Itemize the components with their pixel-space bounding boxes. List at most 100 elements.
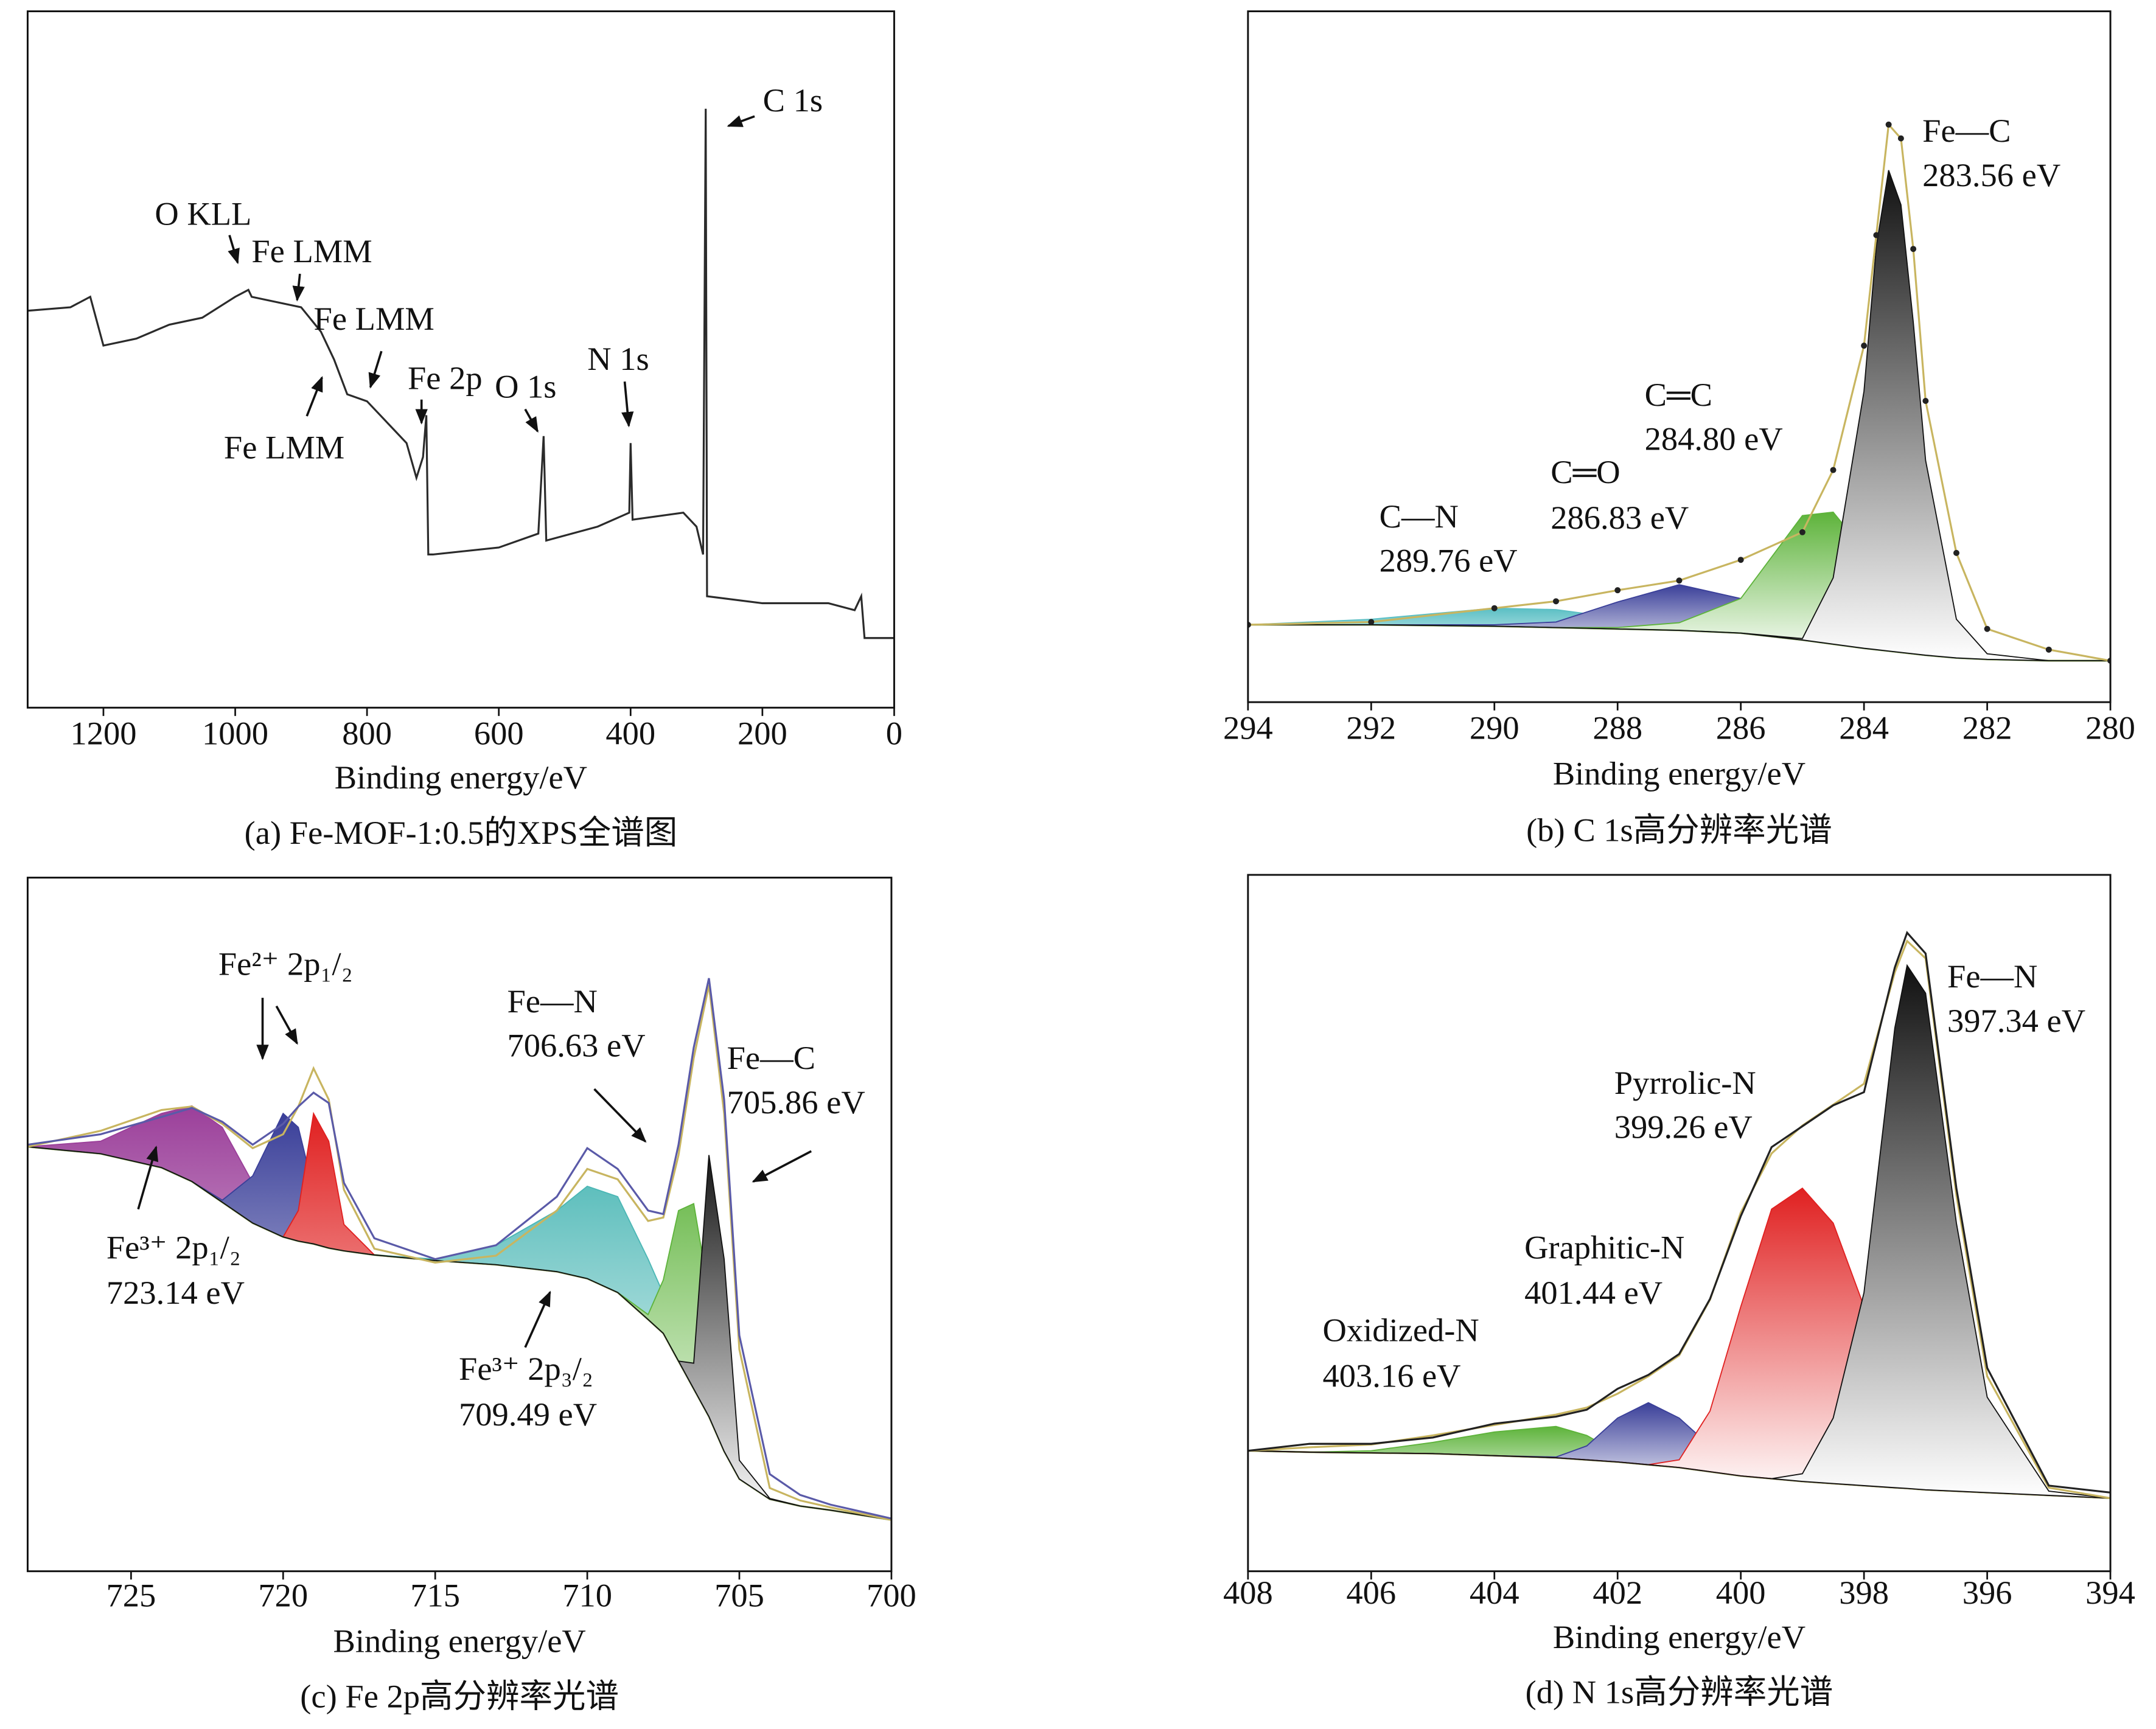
- annotation: 289.76 eV: [1380, 542, 1518, 579]
- peak-area: [27, 1112, 891, 1521]
- x-tick-label: 400: [1716, 1574, 1766, 1611]
- annotation: 286.83 eV: [1551, 499, 1689, 536]
- annotation-arrow: [137, 1146, 159, 1210]
- annotation-arrow: [524, 1290, 551, 1348]
- x-tick-label: 396: [1962, 1574, 2012, 1611]
- annotation-arrow: [292, 273, 305, 302]
- x-tick-label: 720: [258, 1577, 308, 1614]
- annotation-arrow: [524, 408, 539, 433]
- data-point: [1491, 605, 1498, 611]
- annotation-arrow: [368, 350, 383, 389]
- x-tick-label: 800: [342, 714, 392, 751]
- x-tick-label: 710: [562, 1577, 612, 1614]
- annotation: Oxidized-N: [1322, 1312, 1479, 1349]
- annotation: Fe 2p: [408, 360, 483, 397]
- x-tick-label: 1200: [70, 714, 136, 751]
- caption: (b) C 1s高分辨率光谱: [1526, 811, 1832, 848]
- plot-area: [1247, 121, 2111, 664]
- plot-frame: [26, 877, 893, 1573]
- x-axis-label: Binding energy/eV: [1553, 754, 1805, 791]
- x-tick-label: 400: [605, 714, 655, 751]
- annotation: 723.14 eV: [106, 1274, 245, 1311]
- x-tick-label: 394: [2085, 1574, 2135, 1611]
- x-tick-label: 705: [714, 1577, 764, 1614]
- peak-area: [27, 1105, 891, 1521]
- plot-area: [1247, 930, 2111, 1500]
- x-tick-label: 700: [867, 1577, 916, 1614]
- peak-area: [1247, 170, 2111, 661]
- x-tick-label: 1000: [202, 714, 268, 751]
- annotation: Fe²⁺ 2p₁/₂: [218, 945, 353, 983]
- x-tick-label: 282: [1962, 709, 2012, 746]
- x-tick-label: 404: [1470, 1574, 1519, 1611]
- annotation: N 1s: [587, 340, 649, 377]
- x-axis-label: Binding energy/eV: [333, 1623, 586, 1660]
- data-point: [1885, 121, 1892, 128]
- x-tick-label: 725: [106, 1577, 156, 1614]
- annotation: Fe LMM: [224, 428, 344, 465]
- peak-area: [27, 1146, 891, 1521]
- x-tick-label: 406: [1346, 1574, 1396, 1611]
- annotation: Pyrrolic-N: [1614, 1064, 1756, 1101]
- annotation: Fe LMM: [314, 300, 434, 337]
- data-point: [1614, 587, 1621, 594]
- annotation: O KLL: [155, 195, 251, 232]
- peak-area: [27, 1112, 891, 1521]
- annotation: Fe—N: [1947, 958, 2037, 995]
- data-point: [1873, 232, 1880, 238]
- caption: (d) N 1s高分辨率光谱: [1526, 1674, 1833, 1711]
- annotation: 284.80 eV: [1645, 420, 1783, 457]
- annotation-arrow: [727, 115, 755, 127]
- data-point: [1830, 467, 1837, 473]
- data-point: [1984, 625, 1990, 632]
- annotation: 705.86 eV: [727, 1084, 865, 1121]
- annotation: 399.26 eV: [1614, 1108, 1753, 1146]
- x-axis-label: Binding energy/eV: [335, 759, 587, 796]
- annotation: Fe LMM: [251, 232, 372, 270]
- annotation: 709.49 eV: [459, 1396, 597, 1433]
- peak-area: [1247, 964, 2111, 1499]
- x-tick-label: 398: [1839, 1574, 1889, 1611]
- annotation-arrow: [752, 1150, 812, 1183]
- x-tick-label: 408: [1223, 1574, 1273, 1611]
- peak-area: [27, 1146, 891, 1521]
- plot-frame: [1247, 10, 2112, 703]
- data-point: [1922, 398, 1929, 405]
- data-point: [1861, 343, 1868, 349]
- annotation-arrow: [305, 376, 323, 417]
- annotation: Fe—N: [508, 983, 598, 1020]
- annotation: 401.44 eV: [1524, 1274, 1662, 1311]
- x-axis-label: Binding energy/eV: [1553, 1618, 1805, 1655]
- data-point: [2045, 646, 2052, 653]
- annotation-arrow: [593, 1088, 647, 1143]
- spectrum-line: [27, 1146, 891, 1521]
- spectrum-line: [27, 978, 891, 1520]
- x-tick-label: 290: [1470, 709, 1519, 746]
- data-point: [1953, 549, 1959, 556]
- annotation: O 1s: [495, 367, 556, 405]
- annotation: Graphitic-N: [1524, 1228, 1684, 1265]
- data-point: [1368, 619, 1375, 625]
- plot-area: [27, 978, 891, 1521]
- x-tick-label: 715: [410, 1577, 460, 1614]
- x-tick-label: 600: [474, 714, 524, 751]
- annotation: 706.63 eV: [508, 1027, 646, 1064]
- annotation: C═C: [1645, 376, 1712, 413]
- plot-area: [27, 108, 895, 639]
- annotation: Fe³⁺ 2p₃/₂: [459, 1350, 593, 1387]
- data-point: [1897, 135, 1904, 142]
- peak-area: [27, 1146, 891, 1521]
- annotation: C═O: [1551, 453, 1620, 490]
- annotation: Fe—C: [1922, 112, 2011, 149]
- caption: (c) Fe 2p高分辨率光谱: [300, 1677, 619, 1714]
- x-tick-label: 284: [1839, 709, 1889, 746]
- data-point: [1737, 557, 1744, 563]
- data-point: [1676, 577, 1683, 584]
- annotation: C 1s: [763, 82, 823, 119]
- annotation: 403.16 eV: [1322, 1357, 1460, 1394]
- spectrum-line: [1247, 930, 2111, 1494]
- annotation: Fe³⁺ 2p₁/₂: [106, 1228, 241, 1265]
- x-tick-label: 288: [1593, 709, 1642, 746]
- x-tick-label: 280: [2085, 709, 2135, 746]
